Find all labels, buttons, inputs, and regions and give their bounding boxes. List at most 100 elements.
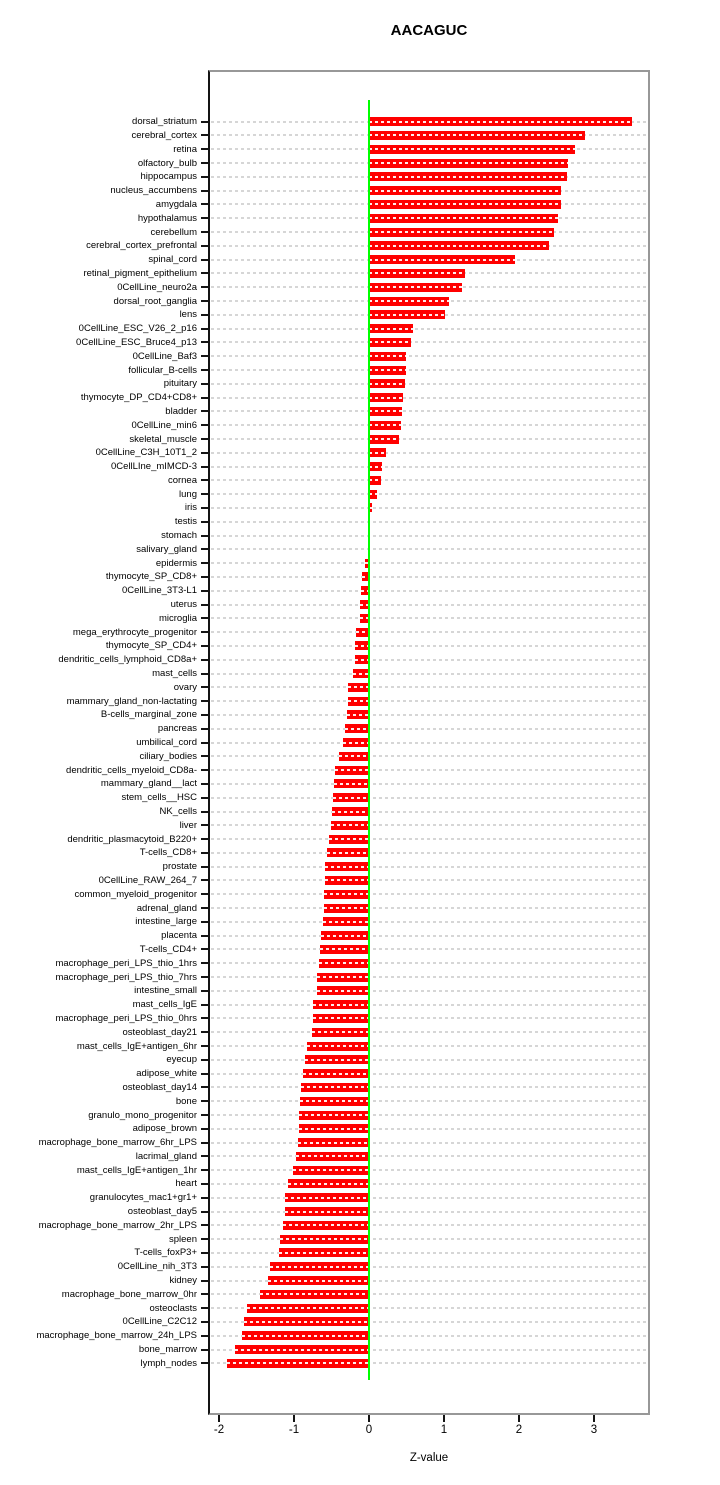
bar xyxy=(369,324,413,334)
y-axis-tick xyxy=(201,879,209,882)
bar xyxy=(369,144,575,154)
category-label: macrophage_peri_LPS_thio_7hrs xyxy=(55,971,197,983)
category-label: intestine_large xyxy=(135,916,197,928)
category-label: thymocyte_DP_CD4+CD8+ xyxy=(80,392,197,404)
y-axis-tick xyxy=(201,244,209,247)
y-axis-tick xyxy=(201,575,209,578)
row-gridline xyxy=(211,1224,647,1227)
y-axis-tick xyxy=(201,907,209,910)
category-label: mast_cells_IgE xyxy=(132,999,197,1011)
category-label: macrophage_bone_marrow_0hr xyxy=(61,1288,197,1300)
bar xyxy=(312,1027,369,1037)
category-label: cornea xyxy=(167,474,197,486)
y-axis-tick xyxy=(201,479,209,482)
category-label: 0CellLine_nih_3T3 xyxy=(117,1261,197,1273)
category-label: skeletal_muscle xyxy=(129,433,197,445)
row-gridline xyxy=(211,410,647,413)
y-axis-tick xyxy=(201,258,209,261)
bar xyxy=(354,655,370,665)
category-label: retina xyxy=(173,143,197,155)
row-gridline xyxy=(211,1334,647,1337)
bar xyxy=(369,448,387,458)
y-axis-tick xyxy=(201,782,209,785)
y-axis-tick xyxy=(201,589,209,592)
x-axis-title: Z-value xyxy=(409,1452,449,1464)
row-gridline xyxy=(211,369,647,372)
x-tick-label: -2 xyxy=(213,1424,225,1436)
bar xyxy=(339,751,369,761)
x-tick-label: 1 xyxy=(440,1424,448,1436)
row-gridline xyxy=(211,658,647,661)
row-gridline xyxy=(211,520,647,523)
y-axis-tick xyxy=(201,203,209,206)
row-gridline xyxy=(211,1003,647,1006)
row-gridline xyxy=(211,1031,647,1034)
row-gridline xyxy=(211,907,647,910)
y-axis-tick xyxy=(201,217,209,220)
category-label: 0CellLine_ESC_V26_2_p16 xyxy=(78,323,197,335)
category-label: liver xyxy=(179,819,197,831)
bar xyxy=(246,1303,370,1313)
bar xyxy=(295,1151,369,1161)
row-gridline xyxy=(211,741,647,744)
y-axis-tick xyxy=(201,1265,209,1268)
bar xyxy=(327,848,369,858)
y-axis-tick xyxy=(201,1293,209,1296)
bar xyxy=(333,793,369,803)
bar xyxy=(364,558,369,568)
bar xyxy=(369,406,402,416)
bar xyxy=(331,807,369,816)
category-label: microglia xyxy=(158,612,197,624)
bar xyxy=(348,696,369,706)
y-axis-tick xyxy=(201,755,209,758)
bar xyxy=(369,337,411,347)
y-axis-tick xyxy=(201,686,209,689)
bar xyxy=(369,268,465,278)
y-axis-tick xyxy=(201,976,209,979)
y-axis-tick xyxy=(201,1320,209,1323)
category-label: bladder xyxy=(165,405,197,417)
bar xyxy=(285,1207,369,1217)
bar xyxy=(369,475,381,485)
category-label: hippocampus xyxy=(140,171,197,183)
y-axis-tick xyxy=(201,451,209,454)
y-axis-tick xyxy=(201,1182,209,1185)
bar xyxy=(316,986,369,996)
bar xyxy=(324,875,370,885)
bar xyxy=(312,1013,370,1023)
category-label: bone xyxy=(175,1095,197,1107)
row-gridline xyxy=(211,617,647,620)
category-label: dendritic_cells_myeloid_CD8a- xyxy=(66,764,197,776)
category-label: nucleus_accumbens xyxy=(110,185,197,197)
bar xyxy=(369,365,406,375)
category-label: amygdala xyxy=(155,198,197,210)
y-axis-tick xyxy=(201,1100,209,1103)
bar xyxy=(369,158,568,168)
category-label: retinal_pigment_epithelium xyxy=(83,267,197,279)
bar xyxy=(234,1345,370,1355)
y-axis-tick xyxy=(201,1196,209,1199)
row-gridline xyxy=(211,465,647,468)
bar xyxy=(369,434,399,444)
y-axis-tick xyxy=(201,672,209,675)
y-axis-tick xyxy=(201,438,209,440)
category-label: osteoblast_day5 xyxy=(127,1206,197,1218)
x-tick-label: 0 xyxy=(365,1424,373,1436)
row-gridline xyxy=(211,1017,647,1020)
bar xyxy=(369,310,445,320)
y-axis-tick xyxy=(201,1334,209,1337)
row-gridline xyxy=(211,1238,647,1241)
y-axis-tick xyxy=(201,893,209,896)
y-axis-tick xyxy=(201,713,209,716)
y-axis-tick xyxy=(201,920,209,923)
row-gridline xyxy=(211,396,647,399)
bar xyxy=(360,586,370,596)
x-axis-tick xyxy=(518,1415,520,1422)
bar xyxy=(324,889,369,899)
category-label: B-cells_marginal_zone xyxy=(100,709,197,721)
row-gridline xyxy=(211,1307,647,1310)
category-label: olfactory_bulb xyxy=(137,157,197,169)
x-axis-tick xyxy=(443,1415,445,1422)
category-label: hypothalamus xyxy=(137,212,197,224)
category-label: uterus xyxy=(170,599,197,611)
